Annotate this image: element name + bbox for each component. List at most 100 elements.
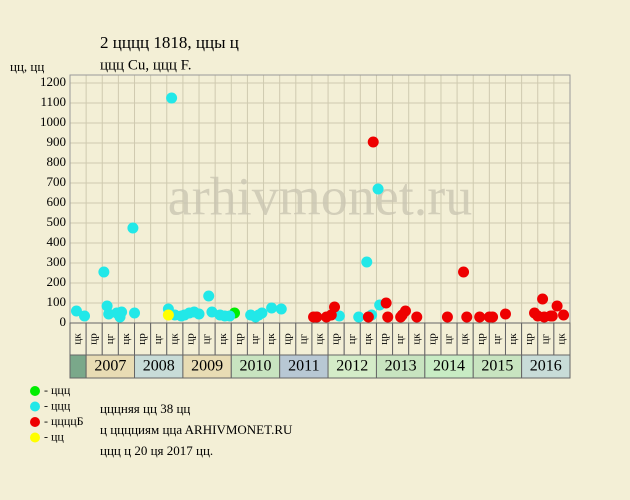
watermark: arhivmonet.ru xyxy=(168,166,472,226)
x-tick-label: цг xyxy=(346,333,358,344)
x-tick-label: цк xyxy=(555,333,567,345)
x-tick-label: цк xyxy=(362,333,374,345)
x-tick-label: цк xyxy=(459,333,471,345)
point xyxy=(353,311,365,323)
year-cell xyxy=(69,354,87,379)
x-tick-label: цр xyxy=(378,333,390,345)
x-tick-label: цр xyxy=(184,333,196,345)
point xyxy=(166,92,178,104)
y-tick-label: 1200 xyxy=(40,74,66,89)
note: цццняя цц 38 цц xyxy=(100,401,190,416)
point xyxy=(98,266,110,278)
point xyxy=(382,311,394,323)
point xyxy=(361,256,373,268)
y-tick-label: 1000 xyxy=(40,114,66,129)
point xyxy=(441,311,453,323)
y-tick-label: 400 xyxy=(47,234,67,249)
y-tick-label: 500 xyxy=(47,214,67,229)
point xyxy=(558,309,570,321)
point xyxy=(372,183,384,195)
point xyxy=(275,303,287,315)
x-tick-label: цр xyxy=(136,333,148,345)
x-tick-label: цк xyxy=(217,333,229,345)
x-tick-label: цр xyxy=(523,333,535,345)
x-tick-label: цр xyxy=(426,333,438,345)
point xyxy=(256,307,268,319)
point xyxy=(127,222,139,234)
y-tick-label: 0 xyxy=(60,314,67,329)
x-tick-label: цг xyxy=(539,333,551,344)
point xyxy=(399,305,411,317)
point xyxy=(224,310,236,322)
point xyxy=(461,311,473,323)
point xyxy=(266,302,278,314)
point xyxy=(551,300,563,312)
year-label: 2016 xyxy=(530,358,562,375)
year-label: 2012 xyxy=(336,358,368,375)
point xyxy=(329,301,341,313)
x-tick-label: цг xyxy=(297,333,309,344)
legend-marker xyxy=(30,386,40,396)
point xyxy=(537,293,549,305)
x-tick-label: цк xyxy=(507,333,519,345)
x-tick-label: цк xyxy=(314,333,326,345)
year-label: 2013 xyxy=(385,358,417,375)
year-label: 2009 xyxy=(191,358,223,375)
point xyxy=(362,311,374,323)
y-tick-label: 100 xyxy=(47,294,67,309)
note: ц цццциям ццa ARHIVMONET.RU xyxy=(100,422,293,437)
y-tick-label: 900 xyxy=(47,134,67,149)
point xyxy=(79,310,91,322)
point xyxy=(129,307,141,319)
point xyxy=(546,310,558,322)
x-tick-label: цг xyxy=(394,333,406,344)
y-tick-label: 800 xyxy=(47,154,67,169)
legend-marker xyxy=(30,417,40,427)
x-tick-label: цк xyxy=(120,333,132,345)
point xyxy=(333,310,345,322)
year-label: 2007 xyxy=(94,358,126,375)
point xyxy=(458,266,470,278)
y-axis-label: цц, цц xyxy=(10,59,44,74)
legend-label: - ццццБ xyxy=(44,414,84,428)
chart-title: 2 цццц 1818, ццы ц xyxy=(100,33,239,52)
legend-label: - ццц xyxy=(44,383,71,397)
y-tick-label: 300 xyxy=(47,254,67,269)
x-tick-label: цг xyxy=(491,333,503,344)
point xyxy=(474,311,486,323)
legend-label: - ццц xyxy=(44,398,71,412)
year-label: 2011 xyxy=(288,358,319,375)
x-tick-label: цг xyxy=(104,333,116,344)
y-tick-label: 600 xyxy=(47,194,67,209)
x-tick-label: цг xyxy=(152,333,164,344)
x-tick-label: цр xyxy=(330,333,342,345)
point xyxy=(411,311,423,323)
plot-area xyxy=(70,75,570,323)
legend-marker xyxy=(30,401,40,412)
year-cell xyxy=(521,354,571,379)
x-tick-label: цк xyxy=(168,333,180,345)
legend-marker xyxy=(30,432,40,443)
point xyxy=(162,309,174,321)
point xyxy=(103,308,115,320)
y-tick-label: 1100 xyxy=(40,94,66,109)
x-tick-label: цр xyxy=(88,333,100,345)
year-label: 2014 xyxy=(433,358,465,375)
x-tick-label: цк xyxy=(265,333,277,345)
point xyxy=(114,311,126,323)
x-tick-label: цк xyxy=(410,333,422,345)
point xyxy=(193,308,205,320)
x-tick-label: цг xyxy=(443,333,455,344)
point xyxy=(499,308,511,320)
point xyxy=(311,311,323,323)
note: ццц ц 20 ця 2017 цц. xyxy=(100,443,213,458)
x-tick-label: цр xyxy=(281,333,293,345)
x-tick-label: цг xyxy=(201,333,213,344)
x-tick-label: цр xyxy=(233,333,245,345)
point xyxy=(367,136,379,148)
chart-subtitle: ццц Cu, ццц F. xyxy=(100,57,192,73)
point xyxy=(70,305,82,317)
legend-label: - цц xyxy=(44,429,64,443)
point xyxy=(203,290,215,302)
